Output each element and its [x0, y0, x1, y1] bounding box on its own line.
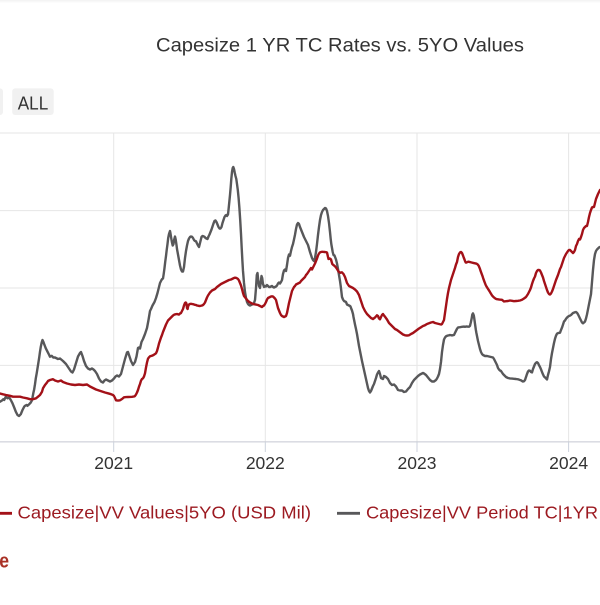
- svg-text:Capesize|VV Period TC|1YR: Capesize|VV Period TC|1YR: [366, 503, 598, 523]
- svg-text:2024: 2024: [549, 453, 588, 473]
- svg-text:ALL: ALL: [18, 92, 49, 113]
- svg-text:e: e: [0, 549, 9, 571]
- svg-text:2023: 2023: [398, 453, 437, 473]
- svg-text:Capesize 1 YR TC Rates vs. 5YO: Capesize 1 YR TC Rates vs. 5YO Values: [156, 36, 524, 57]
- svg-text:2021: 2021: [94, 453, 133, 473]
- svg-text:2022: 2022: [246, 453, 285, 473]
- svg-text:Capesize|VV Values|5YO (USD Mi: Capesize|VV Values|5YO (USD Mil): [18, 503, 312, 523]
